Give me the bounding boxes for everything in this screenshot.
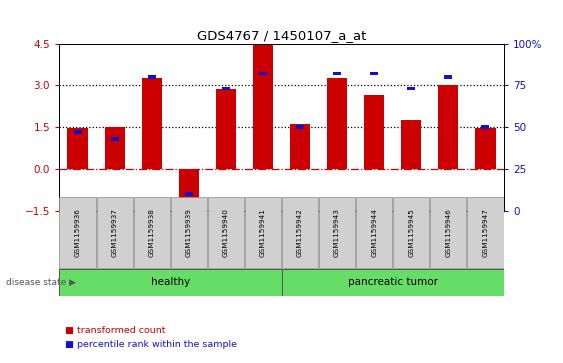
Bar [290, 124, 310, 169]
Bar [171, 197, 207, 268]
Bar [282, 269, 504, 296]
Bar [296, 125, 304, 129]
Bar [467, 197, 503, 268]
Bar [481, 125, 489, 129]
Bar [148, 75, 155, 79]
Bar [408, 87, 415, 90]
Bar [401, 120, 422, 169]
Text: GSM1159945: GSM1159945 [408, 208, 414, 257]
Bar [430, 197, 467, 268]
Bar [141, 78, 162, 169]
Bar [438, 85, 458, 169]
Text: GSM1159940: GSM1159940 [223, 208, 229, 257]
Bar [60, 197, 96, 268]
Bar [105, 127, 125, 169]
Text: pancreatic tumor: pancreatic tumor [348, 277, 437, 287]
Bar [364, 95, 385, 169]
Text: GSM1159941: GSM1159941 [260, 208, 266, 257]
Text: GSM1159936: GSM1159936 [75, 208, 81, 257]
Bar [319, 197, 355, 268]
Bar [208, 197, 244, 268]
Text: GSM1159937: GSM1159937 [111, 208, 118, 257]
Text: GSM1159939: GSM1159939 [186, 208, 192, 257]
Bar [185, 192, 193, 196]
Text: GSM1159947: GSM1159947 [482, 208, 488, 257]
Text: GSM1159942: GSM1159942 [297, 208, 303, 257]
Bar [111, 137, 119, 140]
Bar [74, 130, 82, 134]
Bar [68, 129, 88, 169]
Text: disease state ▶: disease state ▶ [6, 278, 75, 287]
Text: GSM1159946: GSM1159946 [445, 208, 452, 257]
Bar [59, 269, 282, 296]
Bar [216, 89, 236, 169]
Text: healthy: healthy [151, 277, 190, 287]
Text: ■ transformed count: ■ transformed count [65, 326, 166, 335]
Text: GSM1159938: GSM1159938 [149, 208, 155, 257]
Text: GSM1159944: GSM1159944 [371, 208, 377, 257]
Text: ■ percentile rank within the sample: ■ percentile rank within the sample [65, 340, 237, 349]
Bar [475, 129, 495, 169]
Bar [444, 75, 452, 79]
Bar [370, 72, 378, 76]
Title: GDS4767 / 1450107_a_at: GDS4767 / 1450107_a_at [197, 29, 366, 42]
Text: GSM1159943: GSM1159943 [334, 208, 340, 257]
Bar [133, 197, 170, 268]
Bar [245, 197, 281, 268]
Bar [393, 197, 430, 268]
Bar [253, 45, 273, 169]
Bar [178, 169, 199, 208]
Bar [259, 72, 267, 76]
Bar [327, 78, 347, 169]
Bar [333, 72, 341, 76]
Bar [356, 197, 392, 268]
Bar [222, 87, 230, 90]
Bar [282, 197, 318, 268]
Bar [96, 197, 133, 268]
